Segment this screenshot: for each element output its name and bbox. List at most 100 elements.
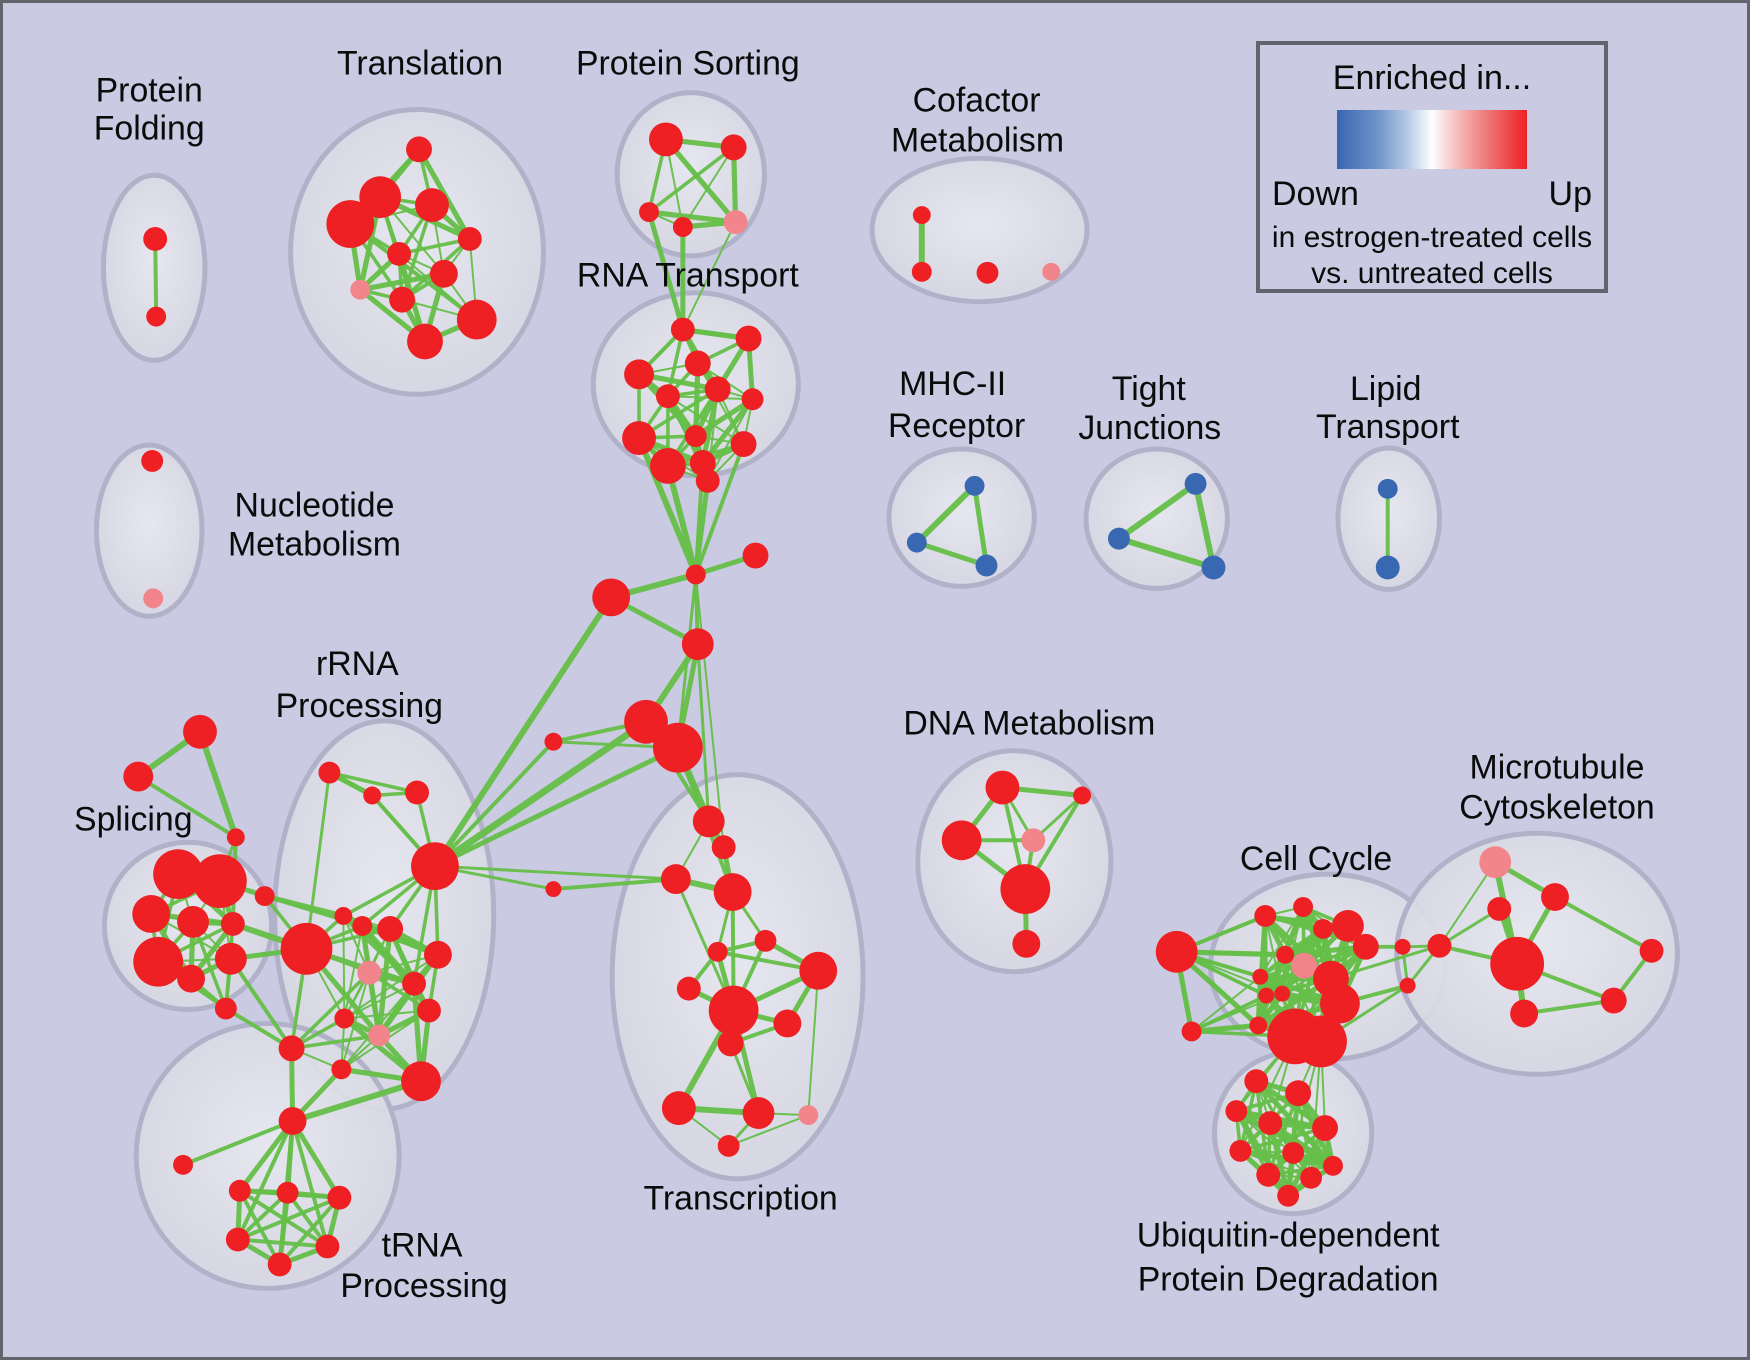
edge-rrna [327,770,419,795]
edge-protein_sorting [663,136,739,225]
cluster-label-nucleotide-line1: Metabolism [228,526,401,564]
node-rna_transport-11 [649,448,686,484]
node-transcription-7 [676,976,701,1001]
cluster-label-transcription-line0: Transcription [643,1180,837,1218]
edge-rrna [289,1033,381,1051]
node-nucleotide-0 [141,450,164,472]
node-ubiquitin-1 [1285,1080,1312,1107]
node-microtubule-1 [1541,883,1569,911]
cluster-label-dna-line0: DNA Metabolism [903,705,1155,743]
node-connectors-2 [592,578,631,617]
node-satellites-0 [183,714,217,749]
node-rrna-2 [405,780,429,805]
node-rrna-13 [368,1024,391,1047]
edge-link-connectors-rrna [431,594,615,870]
node-rna_transport-8 [622,421,656,455]
node-transcription-12 [742,1097,775,1130]
edge-link-trna-rrna [289,1078,424,1125]
edge-tight [1192,480,1217,571]
edge-ubiquitin [1238,1126,1327,1153]
cluster-label-protein_sorting-line0: Protein Sorting [576,45,800,83]
node-connectors-5 [652,722,703,773]
cluster-label-lipid-line1: Transport [1316,408,1460,446]
cluster-label-rna_transport-line0: RNA Transport [577,257,799,295]
node-cellcycle-2 [1254,905,1277,927]
node-rna_transport-2 [684,350,711,377]
node-protein_sorting-4 [723,210,748,234]
edge-protein_sorting [681,146,735,229]
node-splicing-5 [133,936,184,987]
edge-link-connectors-transcription [551,877,678,892]
node-trna-3 [276,1181,299,1204]
node-splicing-7 [177,964,205,993]
node-cellcycle-1 [1181,1021,1202,1042]
node-trna-6 [315,1234,340,1259]
node-rrna-15 [331,1059,352,1080]
edge-trna [237,1118,296,1194]
cluster-label-rrna-line0: rRNA [316,645,399,683]
node-ubiquitin-8 [1256,1162,1281,1187]
cluster-label-cellcycle-line0: Cell Cycle [1240,840,1392,878]
edge-rrna [343,924,364,1020]
node-splicing-8 [214,997,237,1020]
node-cellcycle-15 [1295,1015,1347,1068]
node-protein_sorting-0 [649,122,683,157]
edge-translation [397,237,472,256]
node-lipid-1 [1375,555,1400,580]
node-rrna-17 [411,842,459,891]
edge-translation [357,271,447,293]
node-cellcycle-16 [1249,1016,1268,1035]
edge-link-connectors-rrna [432,745,681,869]
node-transcription-9 [773,1009,802,1038]
node-rna_transport-6 [741,388,764,411]
node-translation-8 [389,286,416,313]
node-rrna-8 [280,922,333,975]
node-translation-7 [350,279,371,300]
node-translation-3 [326,200,375,248]
edge-link-rna_transport-connectors [693,442,746,577]
node-ubiquitin-0 [1244,1069,1269,1094]
cluster-label-microtubule-line1: Cytoskeleton [1459,788,1655,826]
node-rrna-14 [278,1035,305,1062]
edge-protein_sorting [646,209,739,225]
cluster-label-translation-line0: Translation [337,45,503,83]
node-protein_folding-1 [146,306,167,327]
node-cellcycle-4 [1313,918,1333,939]
node-cellcycle-6 [1352,933,1379,960]
edge-tight [1115,480,1199,542]
node-rna_transport-0 [670,317,695,342]
node-translation-5 [387,241,412,266]
node-rrna-11 [417,998,441,1023]
node-cellcycle-3 [1293,897,1314,917]
node-connectors-1 [742,542,769,569]
edge-connectors [676,572,698,750]
edge-cellcycle [1190,1023,1260,1033]
node-cellcycle-12 [1274,985,1291,1002]
node-rrna-12 [334,1008,355,1029]
cluster-label-trna-line0: tRNA [382,1226,463,1264]
legend-down-label: Down [1272,175,1359,213]
cluster-ellipse-dna [915,748,1114,975]
cluster-label-splicing-line0: Splicing [74,800,192,838]
node-cellcycle-7 [1276,945,1295,964]
node-trna-1 [173,1154,194,1175]
node-transcription-10 [717,1030,744,1057]
node-rrna-16 [401,1061,441,1102]
cluster-label-rrna-line1: Processing [276,687,443,725]
node-rna_transport-9 [730,431,757,457]
node-rrna-0 [318,761,341,784]
edge-trna [235,1195,342,1242]
node-cellcycle-9 [1252,968,1269,985]
edge-trna [181,1119,295,1167]
edge-link-rna_transport-connectors [664,462,699,578]
node-translation-0 [406,136,432,163]
edge-rrna [305,771,331,951]
edge-tight [1115,535,1217,571]
edge-trna [237,1188,282,1267]
node-dna-0 [985,770,1020,805]
node-connectors-6 [544,732,563,751]
edge-link-rrna-transcription [433,864,678,881]
node-mhc-2 [975,554,998,577]
